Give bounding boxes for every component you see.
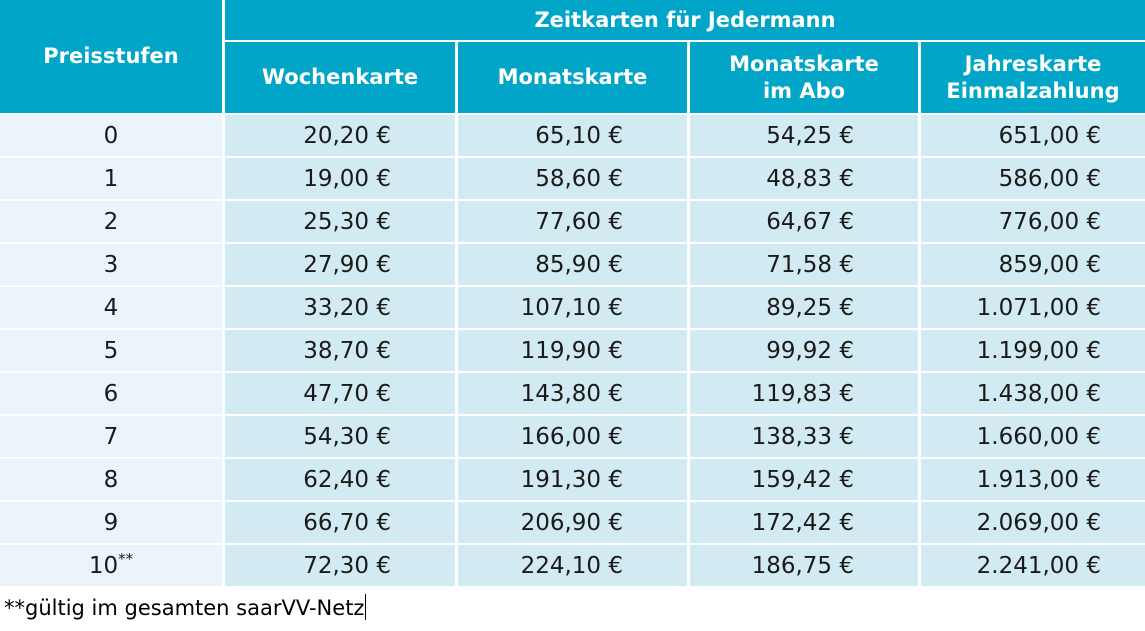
preisstufe-value: 6 [103, 380, 119, 407]
header-col-line2: Einmalzahlung [946, 78, 1120, 103]
price-cell: 1.913,00 € [918, 459, 1145, 502]
price-cell: 38,70 € [222, 330, 455, 373]
table-row: 6 47,70 €143,80 €119,83 €1.438,00 € [0, 373, 1145, 416]
price-cell: 172,42 € [687, 502, 918, 545]
preisstufe-cell: 2 [0, 201, 222, 244]
price-cell: 64,67 € [687, 201, 918, 244]
price-cell: 20,20 € [222, 115, 455, 158]
table-row: 9 66,70 €206,90 €172,42 €2.069,00 € [0, 502, 1145, 545]
price-cell: 138,33 € [687, 416, 918, 459]
header-col-line1: Monatskarte [729, 51, 879, 76]
preisstufe-value: 10 [88, 552, 119, 579]
footnote-marker: ** [118, 549, 134, 568]
price-cell: 186,75 € [687, 545, 918, 588]
price-cell: 859,00 € [918, 244, 1145, 287]
price-cell: 89,25 € [687, 287, 918, 330]
price-cell: 66,70 € [222, 502, 455, 545]
price-cell: 119,83 € [687, 373, 918, 416]
text-cursor [365, 594, 367, 620]
price-cell: 107,10 € [455, 287, 687, 330]
preisstufe-cell: 5 [0, 330, 222, 373]
header-col-monatskarte-abo: Monatskarte im Abo [687, 42, 918, 115]
preisstufe-cell: 4 [0, 287, 222, 330]
preisstufe-value: 8 [103, 466, 119, 493]
preisstufe-value: 5 [103, 337, 119, 364]
footnote: **gültig im gesamten saarVV-Netz [4, 594, 367, 620]
price-cell: 651,00 € [918, 115, 1145, 158]
price-cell: 119,90 € [455, 330, 687, 373]
price-cell: 54,30 € [222, 416, 455, 459]
preisstufe-value: 7 [103, 423, 119, 450]
price-cell: 65,10 € [455, 115, 687, 158]
header-col-wochenkarte: Wochenkarte [222, 42, 455, 115]
price-cell: 77,60 € [455, 201, 687, 244]
price-cell: 191,30 € [455, 459, 687, 502]
price-cell: 143,80 € [455, 373, 687, 416]
price-cell: 159,42 € [687, 459, 918, 502]
table-row: 2 25,30 €77,60 €64,67 €776,00 € [0, 201, 1145, 244]
header-col-jahreskarte: Jahreskarte Einmalzahlung [918, 42, 1145, 115]
preisstufe-cell: 0 [0, 115, 222, 158]
price-cell: 25,30 € [222, 201, 455, 244]
price-cell: 71,58 € [687, 244, 918, 287]
preisstufe-cell: 3 [0, 244, 222, 287]
preisstufe-cell: 10** [0, 545, 222, 588]
price-table: Preisstufen Zeitkarten für Jedermann Woc… [0, 0, 1145, 588]
preisstufe-cell: 6 [0, 373, 222, 416]
price-cell: 27,90 € [222, 244, 455, 287]
preisstufe-value: 4 [103, 294, 119, 321]
price-cell: 48,83 € [687, 158, 918, 201]
header-col-line2: im Abo [762, 78, 846, 103]
header-group-zeitkarten: Zeitkarten für Jedermann [222, 0, 1145, 42]
preisstufe-cell: 7 [0, 416, 222, 459]
header-preisstufen: Preisstufen [0, 0, 222, 115]
table-row: 3 27,90 €85,90 €71,58 €859,00 € [0, 244, 1145, 287]
price-cell: 224,10 € [455, 545, 687, 588]
price-cell: 85,90 € [455, 244, 687, 287]
price-cell: 99,92 € [687, 330, 918, 373]
price-cell: 586,00 € [918, 158, 1145, 201]
table-row: 1 19,00 €58,60 €48,83 €586,00 € [0, 158, 1145, 201]
table-row: 8 62,40 €191,30 €159,42 €1.913,00 € [0, 459, 1145, 502]
table-row: 4 33,20 €107,10 €89,25 €1.071,00 € [0, 287, 1145, 330]
price-cell: 33,20 € [222, 287, 455, 330]
price-table-body: 0 20,20 €65,10 €54,25 €651,00 €1 19,00 €58… [0, 115, 1145, 588]
footnote-text: **gültig im gesamten saarVV-Netz [4, 596, 365, 620]
price-cell: 1.071,00 € [918, 287, 1145, 330]
price-cell: 166,00 € [455, 416, 687, 459]
preisstufe-cell: 9 [0, 502, 222, 545]
table-row: 7 54,30 €166,00 €138,33 €1.660,00 € [0, 416, 1145, 459]
price-cell: 19,00 € [222, 158, 455, 201]
price-cell: 1.199,00 € [918, 330, 1145, 373]
table-row: 10** 72,30 €224,10 €186,75 €2.241,00 € [0, 545, 1145, 588]
price-cell: 47,70 € [222, 373, 455, 416]
preisstufe-value: 9 [103, 509, 119, 536]
preisstufe-value: 1 [103, 165, 119, 192]
price-cell: 72,30 € [222, 545, 455, 588]
preisstufe-cell: 8 [0, 459, 222, 502]
price-cell: 1.438,00 € [918, 373, 1145, 416]
table-row: 0 20,20 €65,10 €54,25 €651,00 € [0, 115, 1145, 158]
price-cell: 2.069,00 € [918, 502, 1145, 545]
price-cell: 62,40 € [222, 459, 455, 502]
price-cell: 206,90 € [455, 502, 687, 545]
preisstufe-value: 0 [103, 122, 119, 149]
header-col-line1: Wochenkarte [261, 65, 419, 89]
table-row: 5 38,70 €119,90 €99,92 €1.199,00 € [0, 330, 1145, 373]
price-cell: 776,00 € [918, 201, 1145, 244]
price-cell: 58,60 € [455, 158, 687, 201]
preisstufe-cell: 1 [0, 158, 222, 201]
price-cell: 2.241,00 € [918, 545, 1145, 588]
header-col-line1: Jahreskarte [964, 51, 1102, 76]
preisstufe-value: 3 [103, 251, 119, 278]
preisstufe-value: 2 [103, 208, 119, 235]
header-col-line1: Monatskarte [497, 65, 648, 89]
price-cell: 1.660,00 € [918, 416, 1145, 459]
header-col-monatskarte: Monatskarte [455, 42, 687, 115]
price-cell: 54,25 € [687, 115, 918, 158]
